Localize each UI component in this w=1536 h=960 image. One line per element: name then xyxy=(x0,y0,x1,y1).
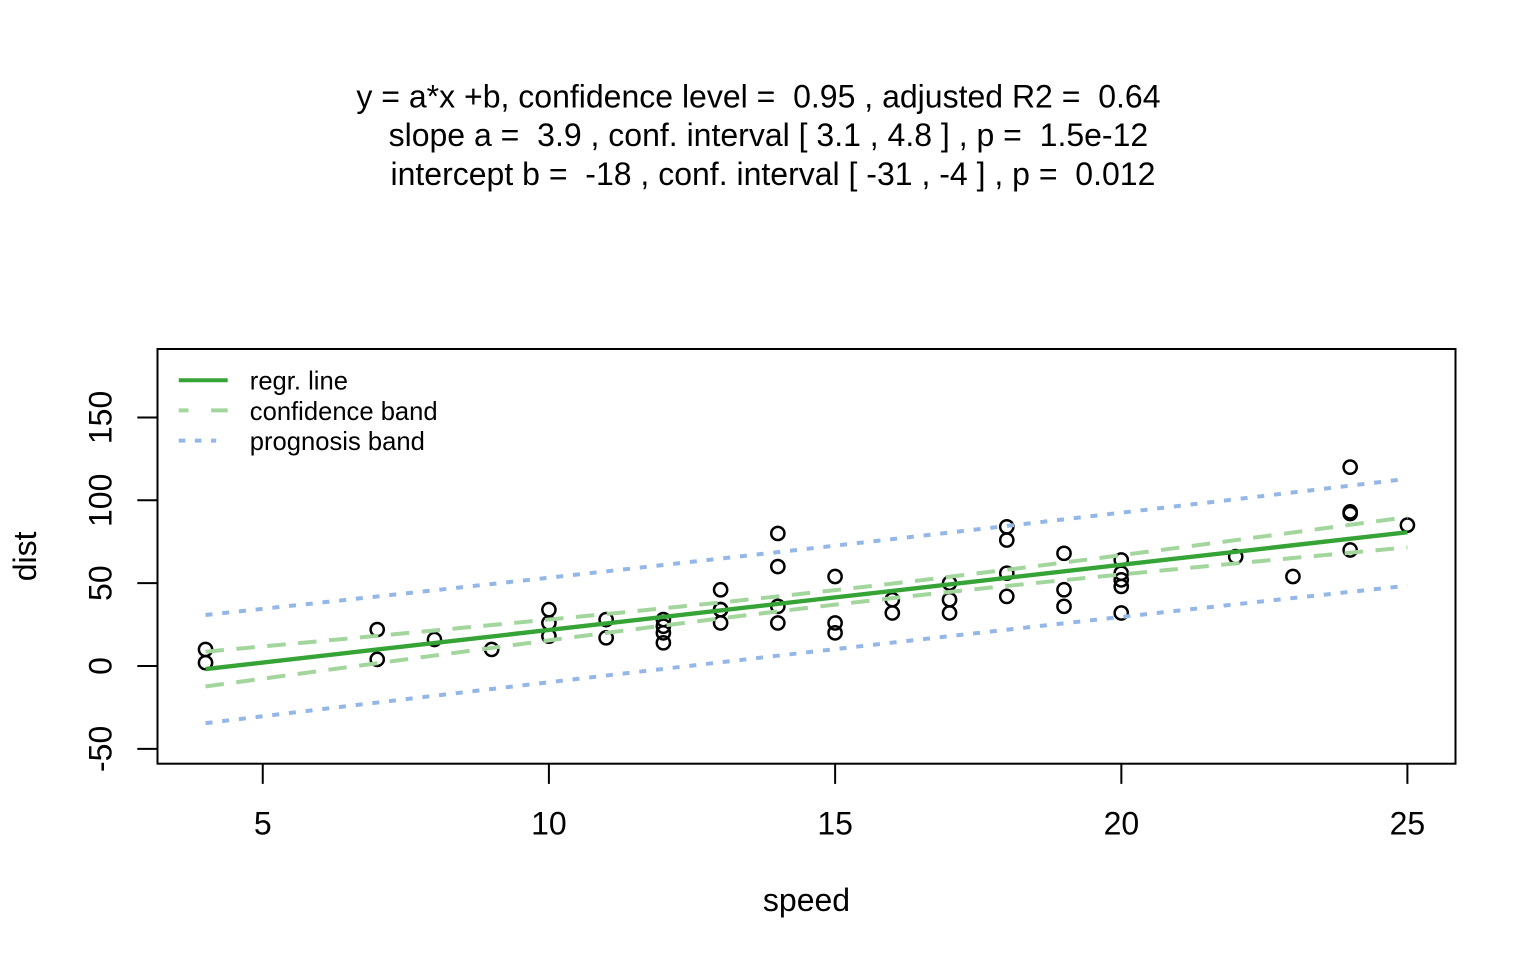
svg-text:slope a = 3.9 , conf. interva: slope a = 3.9 , conf. interval [ 3.1 , 4… xyxy=(389,117,1149,153)
svg-text:50: 50 xyxy=(82,565,118,601)
svg-text:0: 0 xyxy=(82,657,118,675)
svg-text:-50: -50 xyxy=(82,726,118,772)
svg-text:regr. line: regr. line xyxy=(250,368,348,396)
svg-text:intercept b = -18 , conf. int: intercept b = -18 , conf. interval [ -31… xyxy=(391,156,1156,192)
svg-text:prognosis band: prognosis band xyxy=(250,428,425,456)
svg-text:10: 10 xyxy=(531,805,567,841)
svg-text:25: 25 xyxy=(1390,805,1426,841)
svg-text:20: 20 xyxy=(1104,805,1140,841)
svg-text:confidence band: confidence band xyxy=(250,398,438,426)
svg-text:15: 15 xyxy=(817,805,853,841)
svg-text:y = a*x +b, confidence level =: y = a*x +b, confidence level = 0.95 , ad… xyxy=(356,79,1160,115)
svg-text:150: 150 xyxy=(82,391,118,444)
svg-text:dist: dist xyxy=(7,531,43,581)
svg-text:5: 5 xyxy=(254,805,272,841)
svg-text:100: 100 xyxy=(82,474,118,527)
svg-text:speed: speed xyxy=(763,882,850,918)
